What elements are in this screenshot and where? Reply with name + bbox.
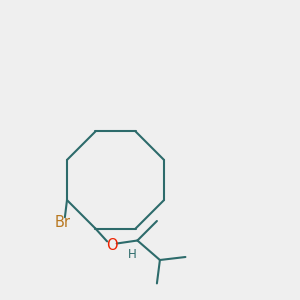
Text: H: H — [128, 248, 136, 261]
Text: O: O — [106, 238, 118, 253]
Text: Br: Br — [55, 215, 70, 230]
